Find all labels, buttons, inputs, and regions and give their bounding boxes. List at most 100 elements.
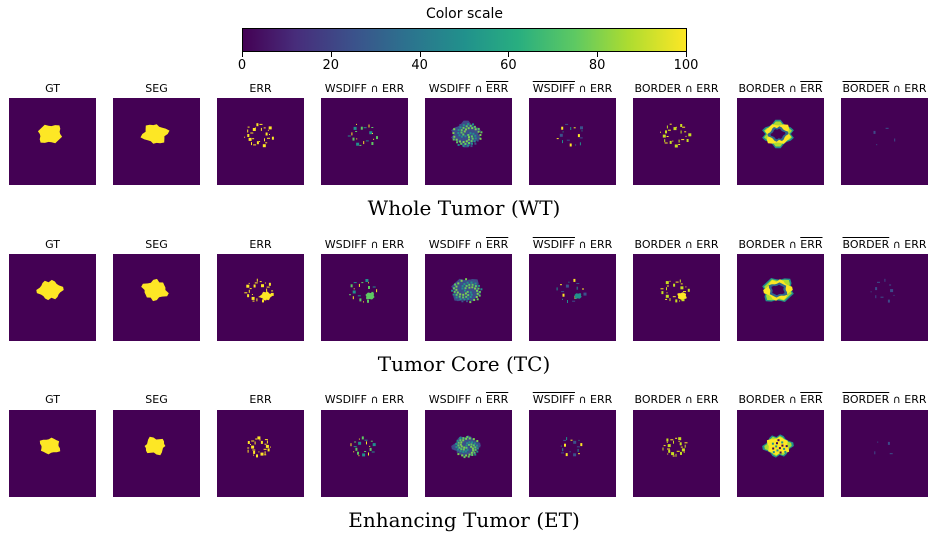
panel-label-text: WSDIFF ∩ ERR bbox=[324, 393, 405, 406]
image-panel bbox=[113, 98, 200, 185]
panel-label: SEG bbox=[102, 238, 212, 251]
panel-label-text: ∩ ERR bbox=[574, 238, 613, 251]
image-panel bbox=[529, 254, 616, 341]
image-panel bbox=[841, 98, 928, 185]
panel-label: BORDER ∩ ERR bbox=[726, 82, 836, 95]
image-panel bbox=[425, 98, 512, 185]
panel-label-text: WSDIFF ∩ ERR bbox=[324, 238, 405, 251]
image-panel bbox=[633, 410, 720, 497]
panel-label-overlined-text: ERR bbox=[486, 393, 509, 406]
image-panel bbox=[425, 410, 512, 497]
panel-label: ERR bbox=[206, 82, 316, 95]
panel-label: GT bbox=[0, 238, 108, 251]
colorbar-tick-mark bbox=[419, 52, 421, 57]
image-panel bbox=[113, 254, 200, 341]
panel-label: WSDIFF ∩ ERR bbox=[414, 82, 524, 95]
panel-label: WSDIFF ∩ ERR bbox=[310, 82, 420, 95]
image-panel bbox=[529, 410, 616, 497]
panel-label-text: BORDER ∩ ERR bbox=[634, 238, 719, 251]
panel-label: SEG bbox=[102, 82, 212, 95]
panel-label-overlined-text: BORDER bbox=[842, 82, 890, 95]
panel-label: GT bbox=[0, 393, 108, 406]
colorbar-tick-mark bbox=[508, 52, 510, 57]
panel-label-text: GT bbox=[45, 82, 60, 95]
panel-label-overlined-text: ERR bbox=[486, 238, 509, 251]
colorbar-tick-label: 0 bbox=[237, 58, 247, 73]
panel-label-text: SEG bbox=[145, 393, 168, 406]
image-panel bbox=[217, 254, 304, 341]
image-panel bbox=[529, 98, 616, 185]
image-panel bbox=[841, 410, 928, 497]
colorbar-title: Color scale bbox=[425, 6, 504, 22]
panel-label-text: ∩ ERR bbox=[889, 238, 927, 251]
panel-label-overlined-text: BORDER bbox=[842, 238, 890, 251]
panel-label-text: BORDER ∩ bbox=[738, 238, 801, 251]
panel-label: BORDER ∩ ERR bbox=[726, 393, 836, 406]
panel-label-overlined-text: WSDIFF bbox=[532, 393, 575, 406]
colorbar-tick-mark bbox=[686, 52, 687, 57]
image-panel bbox=[737, 98, 824, 185]
panel-label-overlined-text: WSDIFF bbox=[532, 238, 575, 251]
panel-label: WSDIFF ∩ ERR bbox=[518, 82, 628, 95]
panel-label: BORDER ∩ ERR bbox=[726, 238, 836, 251]
panel-label-text: BORDER ∩ bbox=[738, 82, 801, 95]
image-panel bbox=[9, 98, 96, 185]
image-panel bbox=[841, 254, 928, 341]
colorbar-tick-label: 40 bbox=[411, 58, 428, 73]
panel-label: BORDER ∩ ERR bbox=[622, 82, 732, 95]
panel-label: WSDIFF ∩ ERR bbox=[518, 393, 628, 406]
panel-label: BORDER ∩ ERR bbox=[830, 82, 928, 95]
panel-label: WSDIFF ∩ ERR bbox=[310, 238, 420, 251]
colorbar-tick-mark bbox=[330, 52, 332, 57]
panel-label-text: ERR bbox=[249, 393, 272, 406]
panel-label-text: ERR bbox=[249, 82, 272, 95]
panel-label-overlined-text: BORDER bbox=[842, 393, 890, 406]
image-panel bbox=[321, 98, 408, 185]
image-panel bbox=[321, 254, 408, 341]
colorbar-tick-label: 100 bbox=[673, 58, 699, 73]
panel-label-text: BORDER ∩ ERR bbox=[634, 393, 719, 406]
panel-label: ERR bbox=[206, 238, 316, 251]
panel-label: WSDIFF ∩ ERR bbox=[310, 393, 420, 406]
panel-label: ERR bbox=[206, 393, 316, 406]
colorbar-tick-mark bbox=[597, 52, 599, 57]
panel-label: GT bbox=[0, 82, 108, 95]
colorbar-tick-label: 60 bbox=[500, 58, 517, 73]
panel-label-text: ERR bbox=[249, 238, 272, 251]
panel-label: SEG bbox=[102, 393, 212, 406]
panel-label-text: BORDER ∩ ERR bbox=[634, 82, 719, 95]
panel-label-text: ∩ ERR bbox=[889, 393, 927, 406]
image-panel bbox=[633, 254, 720, 341]
image-panel bbox=[217, 98, 304, 185]
panel-label-text: ∩ ERR bbox=[574, 82, 613, 95]
panel-label-text: ∩ ERR bbox=[574, 393, 613, 406]
colorbar-tick-label: 80 bbox=[588, 58, 606, 73]
panel-label: BORDER ∩ ERR bbox=[622, 393, 732, 406]
panel-label-text: GT bbox=[45, 238, 60, 251]
panel-label-text: WSDIFF ∩ bbox=[428, 393, 487, 406]
image-panel bbox=[633, 98, 720, 185]
panel-label-text: SEG bbox=[145, 82, 168, 95]
panel-label: WSDIFF ∩ ERR bbox=[518, 238, 628, 251]
row-title: Tumor Core (TC) bbox=[377, 352, 551, 376]
panel-label: BORDER ∩ ERR bbox=[622, 238, 732, 251]
panel-label: BORDER ∩ ERR bbox=[830, 238, 928, 251]
row-title: Enhancing Tumor (ET) bbox=[348, 508, 580, 532]
row-title: Whole Tumor (WT) bbox=[367, 196, 561, 220]
image-panel bbox=[9, 410, 96, 497]
panel-label-overlined-text: ERR bbox=[800, 238, 823, 251]
panel-label: WSDIFF ∩ ERR bbox=[414, 393, 524, 406]
image-panel bbox=[113, 410, 200, 497]
panel-label-overlined-text: ERR bbox=[486, 82, 509, 95]
panel-label-overlined-text: ERR bbox=[800, 393, 823, 406]
colorbar bbox=[242, 28, 687, 52]
panel-label-text: ∩ ERR bbox=[889, 82, 927, 95]
panel-label-text: WSDIFF ∩ ERR bbox=[324, 82, 405, 95]
image-panel bbox=[9, 254, 96, 341]
image-panel bbox=[321, 410, 408, 497]
image-panel bbox=[737, 410, 824, 497]
panel-label-overlined-text: ERR bbox=[800, 82, 823, 95]
colorbar-tick-label: 20 bbox=[322, 58, 340, 73]
panel-label: BORDER ∩ ERR bbox=[830, 393, 928, 406]
panel-label: WSDIFF ∩ ERR bbox=[414, 238, 524, 251]
